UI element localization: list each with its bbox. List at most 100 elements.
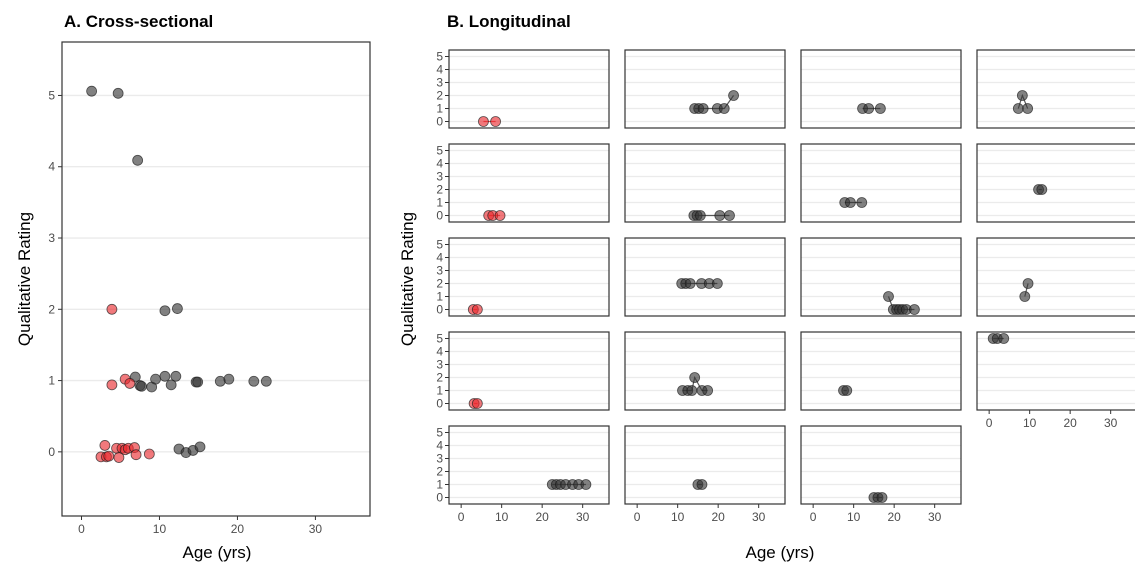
panel-b-facet-border xyxy=(624,143,786,223)
panel-b-x-tick-label: 30 xyxy=(928,510,942,524)
panel-b-point-gray xyxy=(1022,103,1034,114)
panel-b-y-tick-label: 5 xyxy=(436,238,443,252)
panel-b-x-tick-label: 10 xyxy=(847,510,861,524)
panel-b-point-gray xyxy=(694,210,706,221)
panel-b-point-gray xyxy=(863,103,875,114)
panel-b-x-tick-label: 10 xyxy=(1023,416,1037,430)
panel-a-x-tick-label: 10 xyxy=(153,522,167,536)
panel-a-point-red xyxy=(143,448,155,460)
panel-b-facet-border xyxy=(624,331,786,411)
panel-b-point-gray xyxy=(845,197,856,208)
panel-b-y-tick-label: 3 xyxy=(436,358,443,372)
panel-b-point-gray xyxy=(1012,103,1024,114)
panel-b-y-tick-label: 5 xyxy=(436,144,443,158)
panel-b-y-tick-label: 5 xyxy=(436,332,443,346)
panel-b-y-tick-label: 3 xyxy=(436,452,443,466)
panel-a-y-tick-label: 5 xyxy=(48,88,55,102)
panel-b-facet-border xyxy=(976,143,1135,223)
panel-b-point-gray xyxy=(1036,184,1048,195)
panel-b-y-tick-label: 2 xyxy=(436,465,443,479)
panel-b-y-tick-label: 3 xyxy=(436,76,443,90)
panel-a-point-red xyxy=(99,440,111,451)
panel-b-y-tick-label: 4 xyxy=(436,345,443,359)
panel-a-point-gray xyxy=(172,303,183,314)
panel-b-facet-border xyxy=(800,49,962,129)
panel-b-y-tick-label: 1 xyxy=(436,384,443,398)
panel-b-facet-border xyxy=(976,331,1135,411)
panel-b-point-gray xyxy=(998,333,1010,344)
panel-b-point-gray xyxy=(728,90,739,101)
panel-a-x-tick-label: 30 xyxy=(309,522,323,536)
panel-b-y-tick-label: 2 xyxy=(436,183,443,197)
panel-a-y-tick-label: 4 xyxy=(48,160,55,174)
panel-b-facet-border xyxy=(624,237,786,317)
panel-b-point-gray xyxy=(711,278,723,289)
panel-a-point-red xyxy=(106,303,118,315)
panel-b-facet-border xyxy=(448,331,610,411)
panel-a-point-gray xyxy=(223,373,235,385)
panel-b-point-gray xyxy=(874,103,886,114)
panel-a-point-gray xyxy=(159,370,171,382)
panel-b-y-tick-label: 1 xyxy=(436,290,443,304)
panel-b-y-tick-label: 0 xyxy=(436,397,443,411)
panel-a-point-gray xyxy=(192,376,204,388)
panel-b-point-gray xyxy=(714,210,726,221)
panel-b-x-tick-label: 20 xyxy=(711,510,725,524)
panel-a-border xyxy=(61,41,371,517)
panel-a-y-tick-label: 0 xyxy=(48,445,55,459)
panel-b-point-gray xyxy=(841,385,853,396)
panel-b-y-axis-label: Qualitative Rating xyxy=(398,212,417,346)
panel-a-point-gray xyxy=(248,375,260,387)
panel-a-point-gray xyxy=(165,379,177,391)
panel-b-x-tick-label: 0 xyxy=(634,510,641,524)
panel-b-facet-border xyxy=(976,49,1135,129)
panel-b-y-tick-label: 0 xyxy=(436,303,443,317)
panel-b-y-tick-label: 2 xyxy=(436,371,443,385)
panel-a-y-tick-label: 2 xyxy=(48,302,55,316)
panel-b-point-red xyxy=(471,304,483,315)
panel-b-point-gray xyxy=(1016,90,1028,101)
panel-b-y-tick-label: 1 xyxy=(436,478,443,492)
panel-b-y-tick-label: 4 xyxy=(436,63,443,77)
panel-a-point-gray xyxy=(170,370,182,382)
panel-b-y-tick-label: 4 xyxy=(436,157,443,171)
panel-b-facet-border xyxy=(448,49,610,129)
panel-b-point-gray xyxy=(856,197,868,208)
panel-b-facet-border xyxy=(624,49,786,129)
panel-b-point-red xyxy=(494,210,506,221)
panel-a-point-gray xyxy=(194,441,206,453)
panel-b-y-tick-label: 2 xyxy=(436,89,443,103)
panel-b-facet-border xyxy=(800,425,962,505)
panel-b-x-tick-label: 30 xyxy=(1104,416,1118,430)
panel-b-y-tick-label: 5 xyxy=(436,50,443,64)
panel-b-y-tick-label: 3 xyxy=(436,170,443,184)
panel-b-y-tick-label: 0 xyxy=(436,491,443,505)
panel-b-point-gray xyxy=(883,291,894,302)
panel-b-point-gray xyxy=(696,479,708,490)
panel-b-x-tick-label: 10 xyxy=(495,510,509,524)
panel-b-point-red xyxy=(490,116,501,127)
panel-b-y-tick-label: 0 xyxy=(436,115,443,129)
panel-a-point-gray xyxy=(132,154,144,166)
panel-a-x-axis-label: Age (yrs) xyxy=(183,543,252,562)
panel-a-point-gray xyxy=(150,373,161,385)
panel-b-point-gray xyxy=(697,103,709,114)
panel-b-x-axis-label: Age (yrs) xyxy=(746,543,815,562)
panel-b-facet-border xyxy=(624,425,786,505)
panel-a-y-tick-label: 1 xyxy=(48,374,55,388)
panel-b-x-tick-label: 0 xyxy=(986,416,993,430)
panel-a-x-tick-label: 0 xyxy=(78,522,85,536)
panel-b-point-gray xyxy=(1022,278,1034,289)
panel-a-title: A. Cross-sectional xyxy=(64,12,213,31)
panel-a-point-gray xyxy=(260,375,272,387)
panel-b-point-gray xyxy=(909,304,920,315)
panel-b-point-gray xyxy=(689,372,701,383)
panel-b-x-tick-label: 20 xyxy=(1063,416,1077,430)
panel-b-facet-border xyxy=(800,237,962,317)
panel-b-point-gray xyxy=(684,278,696,289)
panel-b-point-gray xyxy=(686,385,698,396)
panel-b-y-tick-label: 4 xyxy=(436,251,443,265)
panel-b-y-tick-label: 1 xyxy=(436,102,443,116)
panel-b-facet-border xyxy=(800,331,962,411)
